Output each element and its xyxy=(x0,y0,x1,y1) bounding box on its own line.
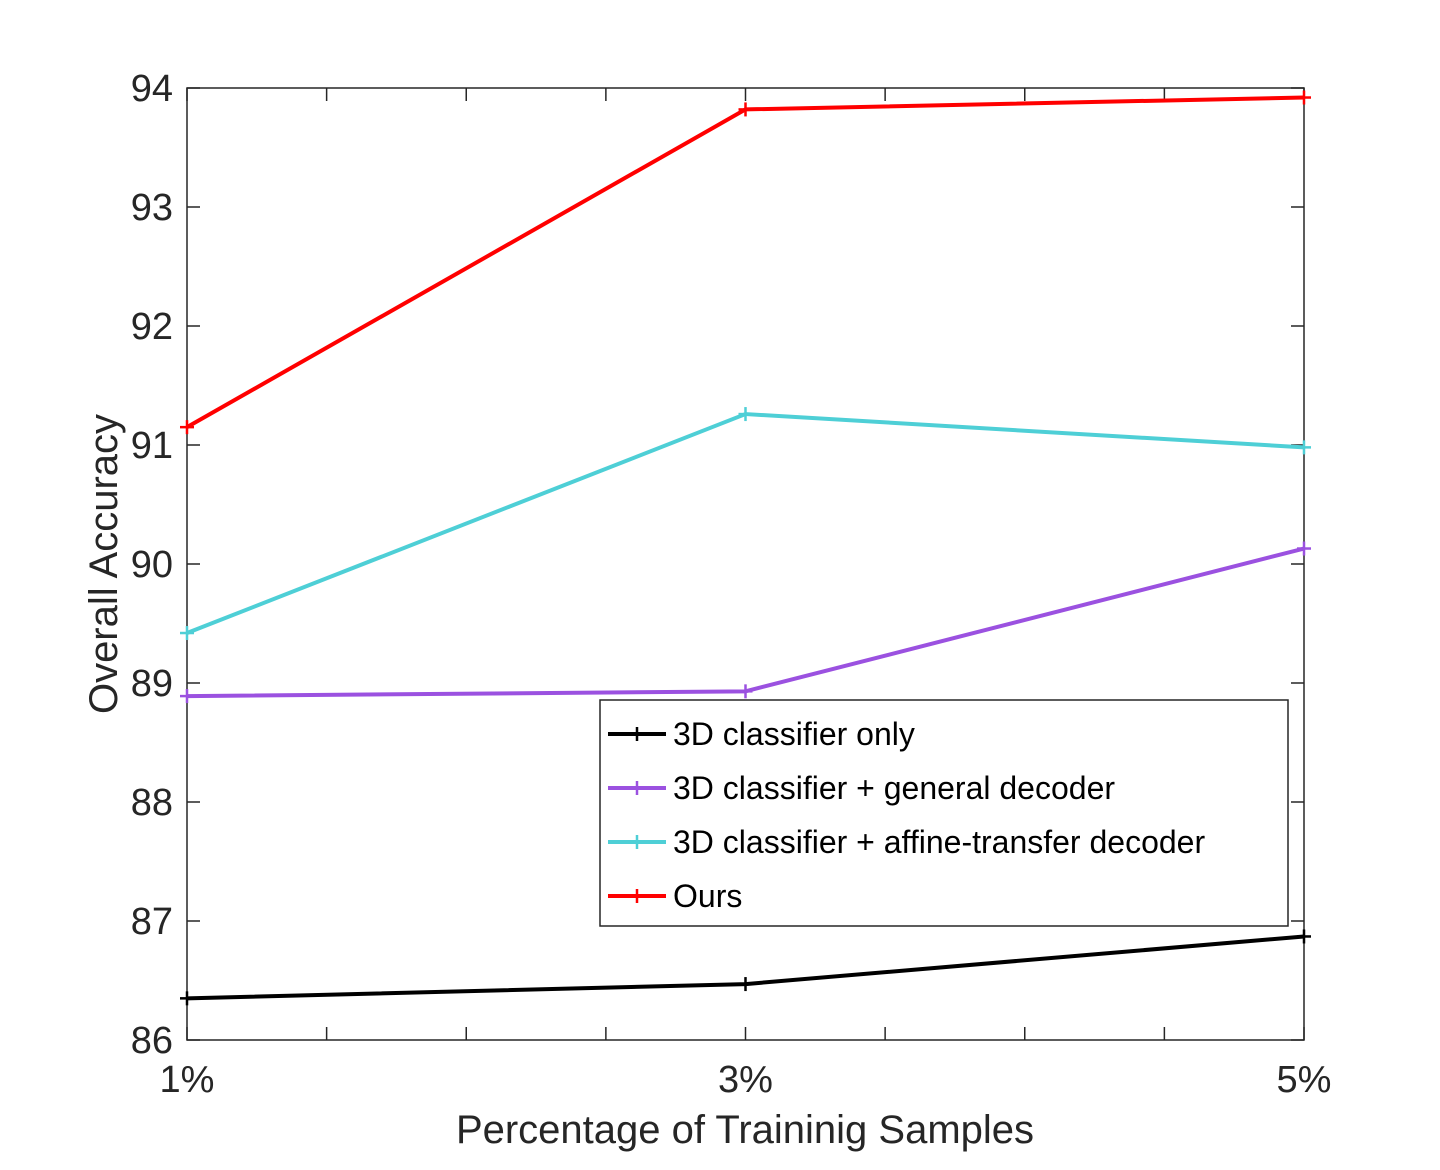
legend-label: 3D classifier only xyxy=(673,716,915,752)
y-axis-title: Overall Accuracy xyxy=(82,414,126,714)
x-tick-label: 3% xyxy=(718,1059,773,1101)
y-tick-label: 87 xyxy=(131,901,173,943)
data-point xyxy=(180,420,194,435)
y-tick-label: 91 xyxy=(131,425,173,467)
x-tick-label: 1% xyxy=(160,1059,215,1101)
y-tick-label: 90 xyxy=(131,544,173,586)
data-point xyxy=(1297,929,1311,944)
x-axis-title: Percentage of Traininig Samples xyxy=(456,1108,1034,1152)
data-point xyxy=(1297,90,1311,105)
legend-item: Ours xyxy=(608,878,742,914)
legend-item: 3D classifier only xyxy=(608,716,915,752)
data-point xyxy=(180,689,194,704)
data-point xyxy=(738,977,753,992)
y-tick-label: 88 xyxy=(131,782,173,824)
x-tick-label: 5% xyxy=(1277,1059,1332,1101)
y-tick-label: 92 xyxy=(131,306,173,348)
legend-box xyxy=(599,699,1289,927)
data-point xyxy=(738,407,753,422)
axis-ticks: 86 87 88 89 90 91 92 93 94 1% 3% 5% xyxy=(131,68,1332,1101)
data-point xyxy=(738,684,753,699)
data-point xyxy=(180,626,194,641)
y-tick-label: 94 xyxy=(131,68,173,110)
y-tick-label: 89 xyxy=(131,663,173,705)
data-point xyxy=(1297,440,1311,455)
y-tick-label: 86 xyxy=(131,1020,173,1062)
y-tick-label: 93 xyxy=(131,187,173,229)
legend-label: 3D classifier + affine-transfer decoder xyxy=(673,824,1205,860)
data-point xyxy=(738,102,753,117)
legend-item: 3D classifier + general decoder xyxy=(608,770,1115,806)
data-point xyxy=(1297,541,1311,556)
plot-series xyxy=(180,90,1311,1006)
legend-label: 3D classifier + general decoder xyxy=(673,770,1115,806)
legend-item: 3D classifier + affine-transfer decoder xyxy=(608,824,1205,860)
legend-label: Ours xyxy=(673,878,742,914)
data-point xyxy=(180,991,194,1006)
legend: 3D classifier only 3D classifier + genera… xyxy=(599,699,1289,927)
